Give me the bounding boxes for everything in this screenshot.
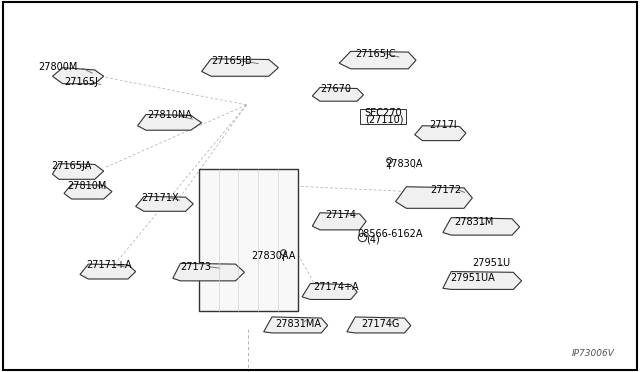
Text: 27171+A: 27171+A [86, 260, 132, 270]
Text: 27951UA: 27951UA [450, 273, 495, 283]
Text: 27831M: 27831M [454, 218, 494, 227]
Text: 27810NA: 27810NA [147, 110, 192, 120]
Text: 27171X: 27171X [141, 193, 179, 203]
Text: 27951U: 27951U [472, 259, 511, 268]
Text: 27800M: 27800M [38, 62, 78, 72]
Polygon shape [443, 272, 522, 289]
Polygon shape [80, 264, 136, 279]
Text: 27173: 27173 [180, 262, 211, 272]
Polygon shape [202, 59, 278, 76]
Text: 27670: 27670 [320, 84, 351, 94]
Polygon shape [173, 263, 244, 281]
Text: 27165JC: 27165JC [355, 49, 396, 59]
Polygon shape [339, 51, 416, 69]
Polygon shape [347, 317, 411, 333]
Text: 27165J: 27165J [64, 77, 98, 87]
Text: 27174+A: 27174+A [314, 282, 359, 292]
Polygon shape [136, 196, 193, 211]
Text: 27172: 27172 [430, 185, 461, 195]
Text: 27830AA: 27830AA [252, 251, 296, 261]
Polygon shape [396, 187, 472, 208]
Polygon shape [312, 213, 366, 230]
Text: (27110): (27110) [365, 115, 403, 125]
Polygon shape [138, 115, 202, 130]
Text: IP73006V: IP73006V [572, 349, 614, 358]
Text: 27165JB: 27165JB [211, 57, 252, 66]
Polygon shape [64, 184, 112, 199]
Text: 08566-6162A: 08566-6162A [357, 229, 422, 238]
Polygon shape [302, 283, 357, 299]
Polygon shape [415, 126, 466, 141]
Polygon shape [312, 87, 364, 101]
Text: 27174: 27174 [325, 210, 356, 220]
Text: SEC270: SEC270 [365, 109, 403, 118]
Polygon shape [443, 218, 520, 235]
Bar [360, 109, 406, 124]
Polygon shape [264, 317, 328, 333]
Polygon shape [52, 68, 104, 84]
Text: 27810M: 27810M [67, 181, 107, 191]
Text: 27830A: 27830A [385, 160, 423, 169]
Text: 2717l: 2717l [429, 120, 456, 129]
Text: 27831MA: 27831MA [275, 320, 321, 329]
Text: (4): (4) [366, 235, 380, 245]
Text: 27174G: 27174G [362, 320, 400, 329]
Polygon shape [52, 164, 104, 179]
Bar [198, 169, 298, 311]
Text: 27165JA: 27165JA [51, 161, 92, 170]
